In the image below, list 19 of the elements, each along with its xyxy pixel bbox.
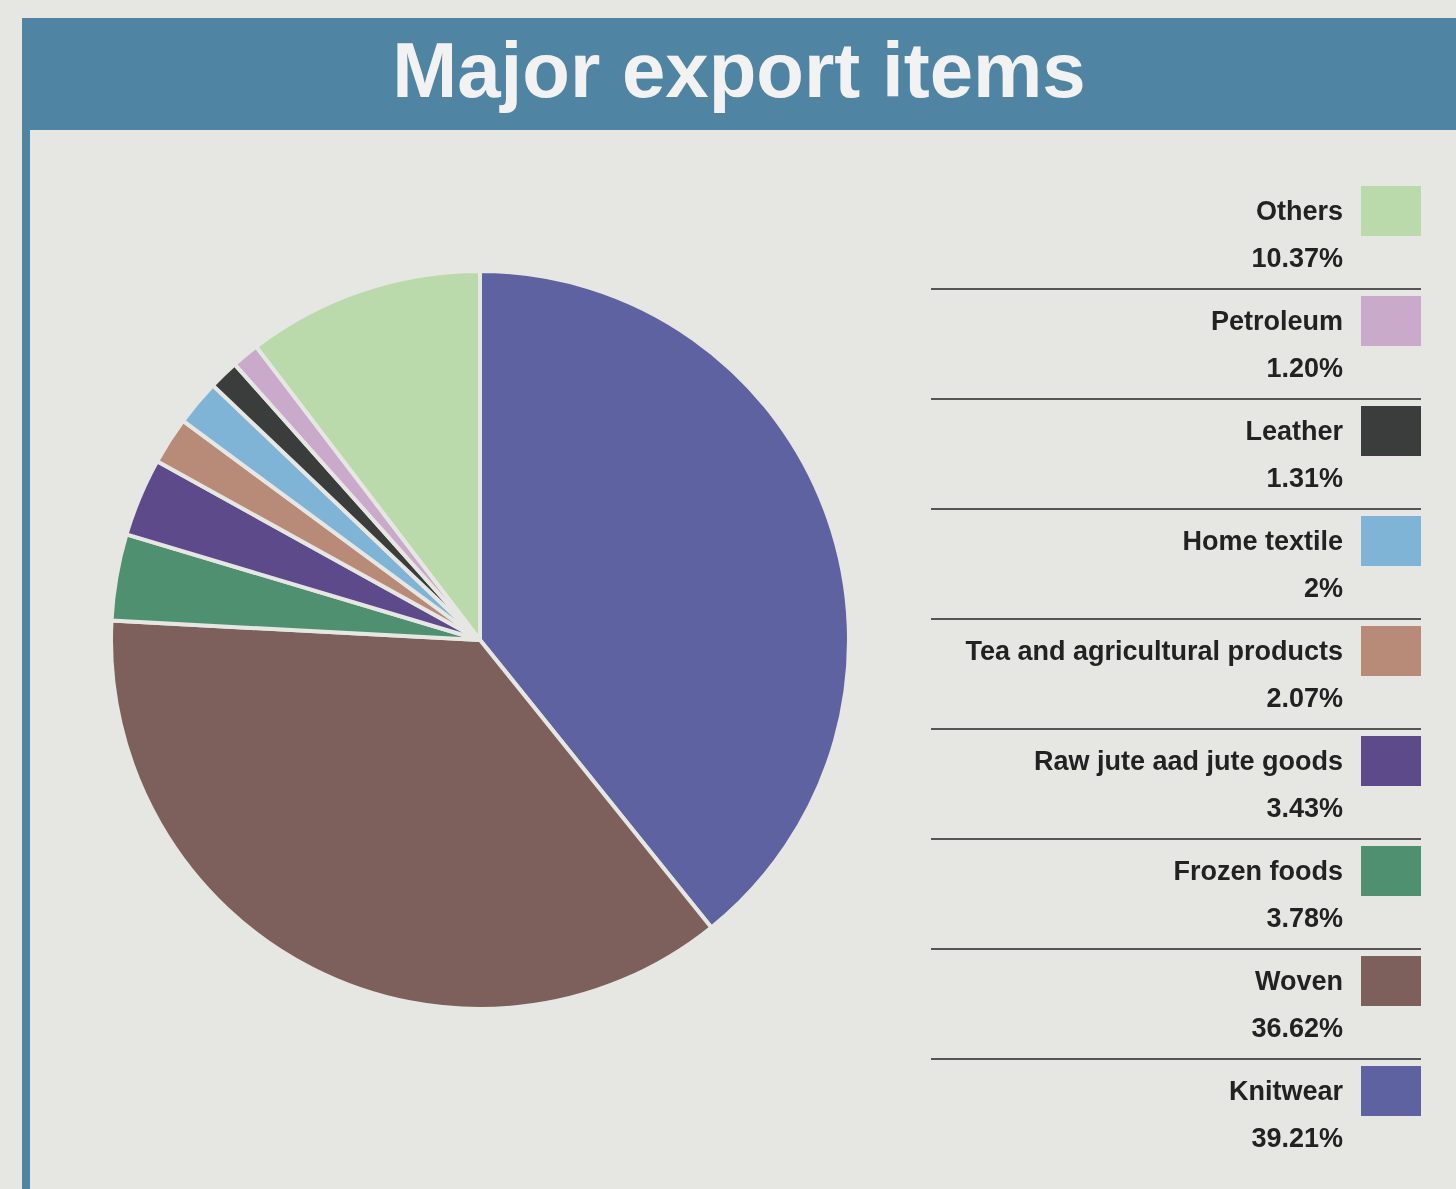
data-label: 36.62% [1250,1012,1343,1045]
legend-label: Tea and agricultural products [965,635,1343,667]
legend-label: Woven [1254,965,1343,997]
legend-label: Home textile [1182,525,1343,557]
data-label: 3.78% [1265,902,1343,935]
data-label: 1.31% [1265,462,1343,495]
chart-title: Major export items [22,18,1456,130]
legend-label: Leather [1245,415,1343,447]
data-label: 1.20% [1265,352,1343,385]
legend-label: Petroleum [1210,305,1343,337]
data-label: 2.07% [1265,682,1343,715]
legend-label: Raw jute aad jute goods [1033,745,1343,777]
legend-label: Others [1255,195,1343,227]
data-label: 3.43% [1265,792,1343,825]
legend-label: Knitwear [1228,1075,1343,1107]
data-label: 39.21% [1250,1122,1343,1155]
data-label: 10.37% [1250,242,1343,275]
legend-label: Frozen foods [1173,855,1343,887]
data-label: 2% [1302,572,1343,605]
